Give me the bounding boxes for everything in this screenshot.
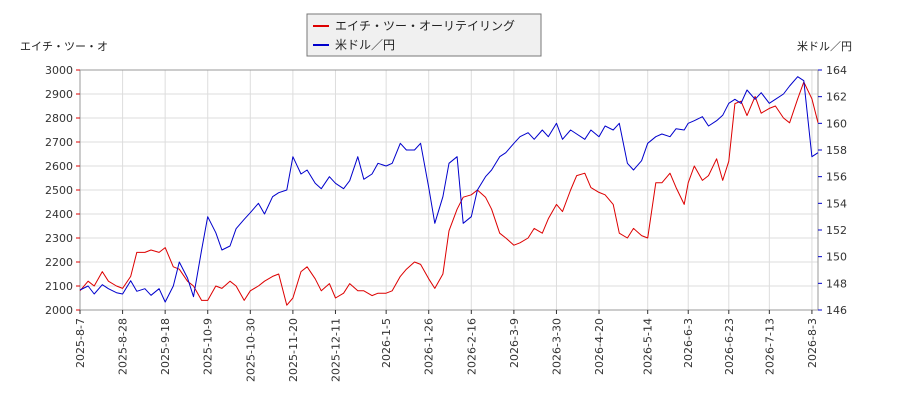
left-tick-label: 2600 [45, 160, 73, 173]
right-tick-label: 156 [826, 171, 847, 184]
axis-tick-labels: 2000 2100 2200 2300 2400 2500 2600 2700 2800 2900… [45, 64, 847, 382]
left-tick-label: 2700 [45, 136, 73, 149]
left-tick-label: 2800 [45, 112, 73, 125]
left-tick-label: 2400 [45, 208, 73, 221]
x-tick-label: 2026-1-26 [423, 318, 436, 375]
x-tick-label: 2025-8-7 [74, 318, 87, 368]
left-tick-label: 2900 [45, 88, 73, 101]
right-tick-label: 154 [826, 197, 847, 210]
right-tick-label: 152 [826, 224, 847, 237]
right-tick-label: 158 [826, 144, 847, 157]
right-tick-label: 146 [826, 304, 847, 317]
right-tick-label: 160 [826, 117, 847, 130]
x-tick-label: 2026-2-16 [465, 318, 478, 375]
left-tick-label: 2500 [45, 184, 73, 197]
legend: エイチ・ツー・オーリテイリング 米ドル／円 [306, 13, 542, 57]
x-tick-label: 2026-5-14 [642, 318, 655, 375]
right-tick-label: 148 [826, 277, 847, 290]
legend-box [306, 13, 542, 57]
series-line-stock [79, 81, 819, 306]
right-axis-title: 米ドル／円 [797, 40, 852, 53]
x-tick-label: 2026-3-9 [508, 318, 521, 368]
x-tick-label: 2025-8-28 [117, 318, 130, 375]
legend-label-usdjpy: 米ドル／円 [335, 38, 395, 52]
x-tick-label: 2025-11-20 [287, 318, 300, 382]
left-tick-label: 2000 [45, 304, 73, 317]
x-tick-label: 2025-9-18 [159, 318, 172, 375]
series-line-usdjpy [79, 76, 819, 303]
legend-label-stock: エイチ・ツー・オーリテイリング [335, 19, 515, 33]
right-tick-label: 164 [826, 64, 847, 77]
x-tick-label: 2026-3-30 [550, 318, 563, 375]
left-tick-label: 2300 [45, 232, 73, 245]
right-tick-label: 162 [826, 91, 847, 104]
left-axis-title: エイチ・ツー・オ [20, 40, 108, 53]
right-tick-label: 150 [826, 251, 847, 264]
x-tick-label: 2026-4-20 [593, 318, 606, 375]
x-tick-label: 2026-6-3 [682, 318, 695, 368]
x-tick-label: 2026-8-3 [806, 318, 819, 368]
left-tick-label: 2200 [45, 256, 73, 269]
series-lines [79, 76, 819, 306]
x-tick-label: 2025-12-11 [329, 318, 342, 382]
x-tick-label: 2026-1-5 [380, 318, 393, 368]
x-tick-label: 2025-10-30 [244, 318, 257, 382]
x-tick-label: 2025-10-9 [202, 318, 215, 375]
x-tick-label: 2026-7-13 [763, 318, 776, 375]
grid-lines [79, 69, 818, 311]
x-tick-label: 2026-6-23 [723, 318, 736, 375]
left-tick-label: 3000 [45, 64, 73, 77]
left-tick-label: 2100 [45, 280, 73, 293]
